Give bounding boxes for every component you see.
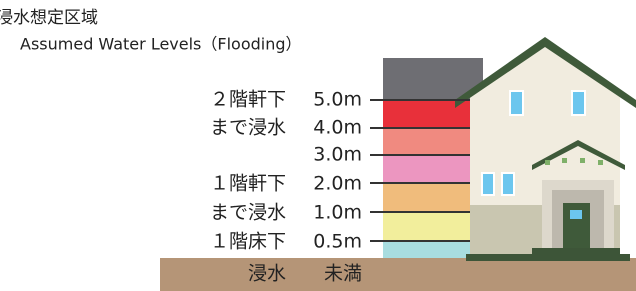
door-window [570,210,582,219]
light [562,158,567,163]
subtitle: Assumed Water Levels（Flooding） [20,35,302,54]
window [482,173,494,195]
window [502,173,514,195]
level-height: 3.0m [313,144,362,166]
level-desc: まで浸水 [210,202,286,224]
labels: ２階軒下 5.0m まで浸水 4.0m 3.0m １階軒下 2.0m まで浸水 … [210,89,362,285]
level-desc: ２階軒下 [210,89,286,111]
step [532,248,620,255]
water-bands [383,58,483,259]
band [383,155,483,183]
level-height: 4.0m [313,117,362,139]
light [580,158,585,163]
title: 浸水想定区域 [0,8,98,28]
band [383,128,483,155]
level-height: 5.0m [313,89,362,111]
band [383,212,483,241]
level-desc: まで浸水 [210,117,286,139]
level-height: 1.0m [313,202,362,224]
house-base [466,254,630,261]
level-desc: １階床下 [210,231,286,253]
window [572,91,585,115]
band [383,100,483,128]
band [383,183,483,212]
light [598,160,603,165]
flood-diagram: 浸水想定区域 Assumed Water Levels（Flooding） [0,0,636,291]
level-desc: １階軒下 [210,173,286,195]
ground [160,258,636,291]
light [545,160,550,165]
level-height: 2.0m [313,173,362,195]
ground-desc: 浸水 [248,263,286,285]
level-height: 0.5m [313,231,362,253]
window [510,91,523,115]
ground-height: 未満 [324,263,362,285]
